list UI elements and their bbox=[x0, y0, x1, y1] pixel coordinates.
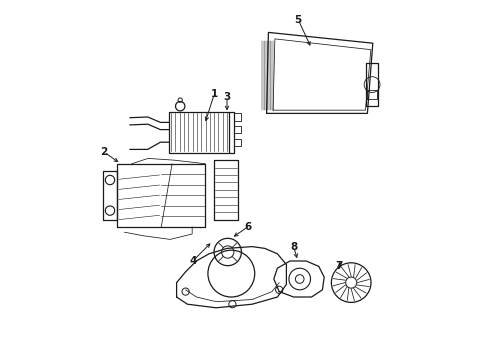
Text: 1: 1 bbox=[211, 89, 218, 99]
Text: 5: 5 bbox=[294, 15, 302, 25]
Text: 4: 4 bbox=[189, 256, 196, 266]
Text: 7: 7 bbox=[336, 261, 343, 271]
Text: 3: 3 bbox=[223, 92, 231, 102]
Text: 6: 6 bbox=[244, 222, 251, 232]
Text: 2: 2 bbox=[100, 147, 107, 157]
Text: 8: 8 bbox=[290, 242, 297, 252]
